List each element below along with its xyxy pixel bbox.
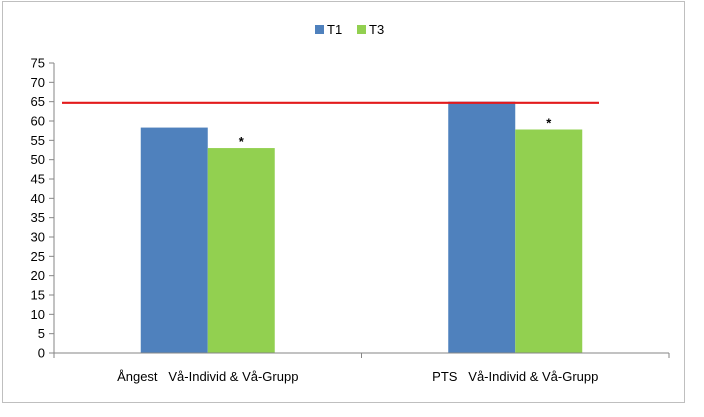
y-tick-label: 20 [31,268,45,283]
bar-t1-1 [448,101,516,354]
chart-frame: T1 T3 0 5 10 15 20 25 30 35 40 45 50 55 60 65 70 75 Ånge… [2,1,685,403]
legend-swatch-t1 [315,25,324,34]
legend-label-t3: T3 [369,22,384,37]
y-axis: 0 5 10 15 20 25 30 35 40 45 50 55 60 65 70 75 [31,56,55,361]
significance-asterisk: * [239,134,245,149]
bar-t3-0 [207,148,275,353]
legend: T1 T3 [315,22,384,37]
bar-t1-0 [140,127,208,353]
y-tick-label: 65 [31,94,45,109]
y-tick-label: 15 [31,288,45,303]
y-tick-label: 30 [31,230,45,245]
y-tick-label: 40 [31,191,45,206]
bar-chart: T1 T3 0 5 10 15 20 25 30 35 40 45 50 55 60 65 70 75 Ånge… [2,1,685,403]
y-tick-label: 0 [38,346,45,361]
y-tick-label: 75 [31,56,45,71]
y-tick-label: 35 [31,210,45,225]
bars [140,101,583,354]
y-tick-label: 70 [31,75,45,90]
y-tick-label: 10 [31,307,45,322]
y-tick-label: 60 [31,114,45,129]
y-tick-label: 5 [38,326,45,341]
y-tick-label: 50 [31,152,45,167]
significance-asterisk: * [546,116,552,131]
legend-swatch-t3 [357,25,366,34]
x-category-label: Ångest Vå-Individ & Vå-Grupp [117,369,298,384]
overlay: ** [62,101,599,149]
x-category-label: PTS Vå-Individ & Vå-Grupp [432,369,598,384]
y-tick-label: 25 [31,249,45,264]
x-axis: Ångest Vå-Individ & Vå-Grupp PTS Vå-Indiv… [53,352,670,384]
bar-t3-1 [515,129,583,353]
y-tick-label: 45 [31,172,45,187]
legend-label-t1: T1 [327,22,342,37]
y-tick-label: 55 [31,133,45,148]
